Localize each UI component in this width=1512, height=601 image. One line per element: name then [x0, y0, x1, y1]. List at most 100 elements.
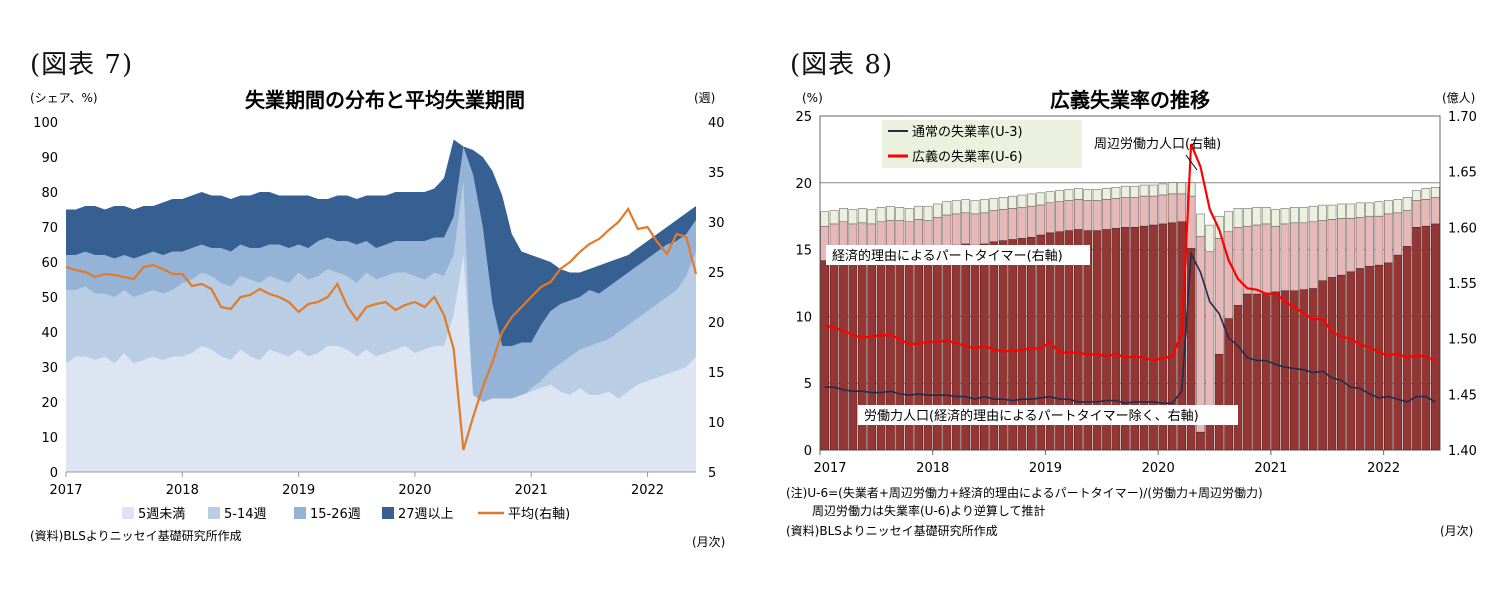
bar-marginal — [1149, 184, 1158, 197]
x-tick-label: 2022 — [1367, 461, 1400, 476]
bar-marginal — [867, 209, 877, 225]
bar-labor — [820, 260, 830, 451]
y-tick-label: 10 — [41, 431, 58, 446]
bar-labor — [1383, 262, 1393, 451]
bar-labor — [1355, 268, 1365, 451]
bar-marginal — [1196, 213, 1205, 237]
bar-parttime — [980, 212, 989, 245]
bar-parttime — [1055, 201, 1064, 233]
y-tick-label: 30 — [41, 361, 58, 376]
bar-marginal — [1402, 197, 1412, 211]
avg-weeks-line — [65, 206, 698, 451]
legend-swatch-w27 — [382, 507, 394, 519]
bar-marginal — [1177, 182, 1187, 195]
bar-labor — [1027, 237, 1036, 451]
bar-labor — [1308, 288, 1318, 451]
bar-marginal — [1290, 207, 1299, 224]
x-tick-label: 2017 — [49, 483, 82, 498]
bar-parttime — [1290, 222, 1299, 292]
bar-marginal — [1271, 209, 1280, 227]
bar-marginal — [839, 208, 848, 223]
legend-swatch-w5_14 — [208, 507, 220, 519]
chart-8-bars — [820, 182, 1440, 451]
chart-8-title: 広義失業率の推移 — [1050, 88, 1210, 112]
chart-8-parttime-label: 経済的理由によるパートタイマー(右軸) — [832, 248, 1063, 264]
bar-marginal — [886, 205, 895, 221]
bar-marginal — [1083, 189, 1093, 201]
bar-labor — [1120, 227, 1130, 451]
bar-parttime — [1092, 200, 1102, 231]
bar-labor — [1430, 223, 1440, 451]
chart-8-xlabel: (月次) — [1440, 524, 1473, 538]
bar-parttime — [1355, 217, 1365, 269]
bar-parttime — [1073, 199, 1083, 230]
chart-7-figure-label: (図表 7) — [30, 50, 134, 80]
bar-parttime — [1149, 195, 1158, 226]
chart-7-title: 失業期間の分布と平均失業期間 — [245, 88, 525, 112]
bar-marginal — [998, 197, 1008, 210]
plot-frame — [819, 115, 1441, 451]
bar-labor — [1017, 238, 1027, 451]
bar-marginal — [1243, 208, 1252, 227]
bar-labor — [1102, 229, 1111, 451]
legend-background — [882, 120, 1082, 168]
bar-parttime — [1008, 208, 1017, 240]
y2-tick-label: 1.60 — [1448, 221, 1477, 236]
chart-8-marginal-pointer — [1185, 154, 1198, 171]
bar-marginal — [1008, 195, 1017, 209]
legend-label-lt5: 5週未満 — [138, 507, 185, 522]
chart-8-axes: 0 5 10 15 20 25 1.40 1.45 1.50 1.55 1.60 1.65 1.70 20… — [795, 110, 1477, 476]
u6-line — [824, 143, 1436, 362]
bar-marginal — [1036, 192, 1046, 206]
bar-parttime — [1346, 218, 1356, 273]
legend-label-w5_14: 5-14週 — [224, 507, 267, 522]
bar-marginal — [820, 211, 830, 227]
y2-tick-label: 25 — [708, 266, 725, 281]
bar-marginal — [1261, 207, 1271, 225]
y2-tick-label: 5 — [708, 466, 716, 481]
bar-marginal — [942, 201, 952, 216]
bar-marginal — [980, 199, 989, 214]
bar-parttime — [1261, 223, 1271, 294]
chart-7-legend: 5週未満 5-14週 15-26週 27週以上 平均(右軸) — [122, 507, 570, 522]
chart-7-source: (資料)BLSよりニッセイ基礎研究所作成 — [30, 528, 242, 543]
bar-marginal — [970, 200, 980, 215]
bar-labor — [1196, 431, 1205, 451]
bar-marginal — [923, 205, 933, 221]
bar-labor — [1073, 229, 1083, 451]
x-tick-label: 2017 — [813, 461, 846, 476]
bar-marginal — [1252, 207, 1262, 226]
bar-marginal — [1102, 188, 1111, 200]
bar-marginal — [1111, 187, 1121, 199]
bar-parttime — [942, 214, 952, 247]
y2-tick-label: 1.65 — [1448, 166, 1477, 181]
chart-8-marginal-annotation: 周辺労働力人口(右軸) — [1094, 137, 1221, 171]
bar-marginal — [1393, 199, 1403, 214]
chart-7-xlabel: (月次) — [692, 535, 725, 549]
bar-marginal — [1383, 200, 1393, 215]
bar-parttime — [1224, 231, 1233, 319]
chart-7-avg-line — [65, 206, 698, 451]
x-tick-label: 2018 — [166, 483, 199, 498]
bar-parttime — [1252, 224, 1262, 295]
bar-parttime — [1308, 221, 1318, 289]
legend-label-u3: 通常の失業率(U-3) — [912, 124, 1023, 140]
legend-label-u6: 広義の失業率(U-6) — [912, 149, 1023, 165]
chart-8-labor-label-bg — [858, 405, 1238, 425]
bar-parttime — [1045, 202, 1055, 234]
bar-marginal — [1365, 202, 1374, 217]
bar-parttime — [1402, 210, 1412, 247]
bar-parttime — [1280, 223, 1290, 292]
x-tick-label: 2022 — [631, 483, 664, 498]
bar-parttime — [1036, 204, 1046, 236]
bar-labor — [1421, 225, 1431, 451]
chart-8-source: (資料)BLSよりニッセイ基礎研究所作成 — [786, 523, 998, 538]
bar-labor — [1252, 293, 1262, 451]
bar-marginal — [1073, 188, 1083, 200]
bar-parttime — [1205, 251, 1215, 408]
bar-marginal — [1299, 207, 1309, 224]
bar-labor — [1064, 230, 1074, 451]
y2-tick-label: 1.45 — [1448, 388, 1477, 403]
bar-marginal — [1327, 204, 1337, 220]
y2-tick-label: 20 — [708, 316, 725, 331]
